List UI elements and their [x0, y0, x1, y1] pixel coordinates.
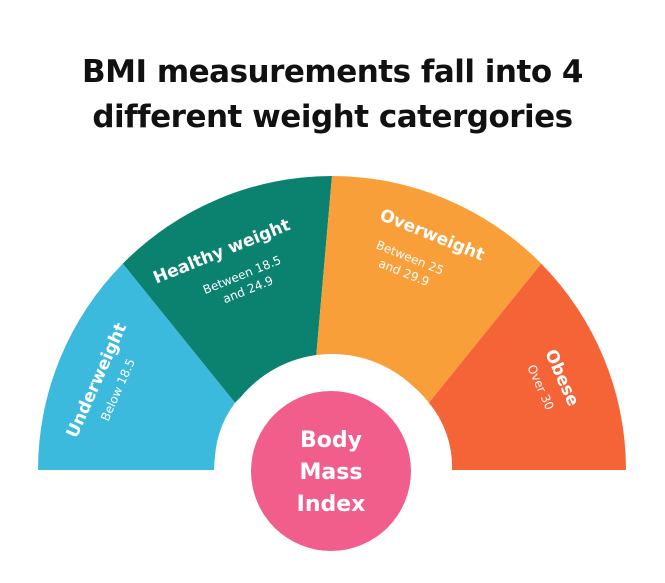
page-title: BMI measurements fall into 4 different w… — [0, 50, 665, 140]
segment-overweight — [315, 176, 542, 403]
segment-healthy-weight — [122, 176, 332, 403]
title-line-1: BMI measurements fall into 4 — [82, 54, 583, 90]
center-line-2: Mass — [300, 460, 363, 485]
center-line-1: Body — [300, 428, 362, 453]
title-line-2: different weight catergories — [92, 99, 573, 135]
segment-underweight — [38, 263, 236, 470]
segment-obese — [428, 263, 626, 470]
center-line-3: Index — [297, 492, 366, 517]
center-circle — [251, 391, 411, 551]
